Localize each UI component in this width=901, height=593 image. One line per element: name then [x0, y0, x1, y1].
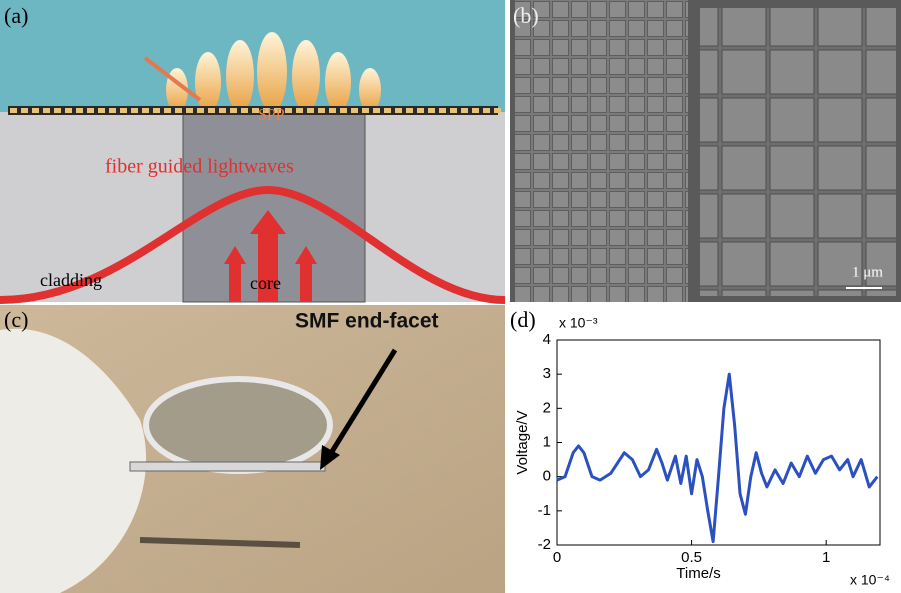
nano-square: [428, 108, 435, 113]
lightwaves-label: fiber guided lightwaves: [105, 156, 294, 178]
y-tick-label: 3: [543, 365, 551, 382]
nano-square: [406, 108, 413, 113]
y-axis-label: Voltage/V: [514, 410, 531, 474]
panel-label: (d): [510, 307, 536, 332]
nano-square: [373, 108, 380, 113]
nano-square: [142, 108, 149, 113]
nano-square: [417, 108, 424, 113]
panel-label: (a): [4, 3, 28, 28]
scale-label: 1 μm: [852, 264, 883, 280]
coin: [146, 379, 330, 471]
nano-square: [208, 108, 215, 113]
nano-square: [329, 108, 336, 113]
y-multiplier: x 10⁻³: [559, 315, 598, 331]
nano-square: [131, 108, 138, 113]
nano-square: [318, 108, 325, 113]
annotation: SMF end-facet: [295, 310, 439, 333]
nano-square: [10, 108, 17, 113]
nano-square: [219, 108, 226, 113]
fine-array: [515, 0, 688, 302]
nano-square: [395, 108, 402, 113]
nano-square: [98, 108, 105, 113]
fiber: [130, 462, 325, 471]
panel-label: (c): [4, 307, 28, 332]
cladding-label: cladding: [40, 270, 102, 290]
y-tick-label: 4: [543, 331, 551, 348]
nano-square: [54, 108, 61, 113]
nano-square: [307, 108, 314, 113]
y-tick-label: 1: [543, 433, 551, 450]
nano-square: [175, 108, 182, 113]
nano-square: [76, 108, 83, 113]
x-tick-label: 1: [822, 549, 830, 566]
y-tick-label: 0: [543, 468, 551, 485]
spp-label: SPP: [258, 107, 285, 124]
x-tick-label: 0: [553, 549, 561, 566]
nano-square: [461, 108, 468, 113]
y-tick-label: -2: [538, 536, 551, 553]
figure: (a) SPP fiber guided lightwaves cladding…: [0, 0, 901, 593]
coarse-array: [700, 8, 896, 296]
nano-square: [285, 108, 292, 113]
y-tick-label: 2: [543, 399, 551, 416]
plot-frame: [557, 340, 880, 545]
nano-square: [384, 108, 391, 113]
nano-square: [483, 108, 490, 113]
panel-label: (b): [513, 3, 539, 28]
nano-square: [164, 108, 171, 113]
x-tick-label: 0.5: [681, 549, 702, 566]
dielectric: [0, 0, 505, 112]
nano-square: [43, 108, 50, 113]
nano-square: [362, 108, 369, 113]
nano-square: [450, 108, 457, 113]
nano-square: [87, 108, 94, 113]
core-label: core: [250, 273, 281, 293]
panel-d: (d) -2 -1 0 1 2 3 4 0 0.5 1 Voltage/V Time/s x 10⁻³ x…: [510, 307, 890, 588]
nano-square: [494, 108, 501, 113]
nano-square: [32, 108, 39, 113]
nano-square: [153, 108, 160, 113]
panel-c: (c) SMF end-facet: [0, 305, 505, 593]
nano-square: [241, 108, 248, 113]
x-multiplier: x 10⁻⁴: [850, 572, 890, 588]
nano-square: [351, 108, 358, 113]
nano-square: [65, 108, 72, 113]
nano-square: [472, 108, 479, 113]
nano-square: [21, 108, 28, 113]
nano-square: [186, 108, 193, 113]
x-axis-label: Time/s: [676, 565, 720, 582]
nano-square: [120, 108, 127, 113]
nano-square: [197, 108, 204, 113]
nano-square: [439, 108, 446, 113]
nano-square: [340, 108, 347, 113]
panel-b: (b) 1 μm: [510, 0, 901, 302]
y-tick-label: -1: [538, 502, 551, 519]
nano-square: [230, 108, 237, 113]
panel-a: (a) SPP fiber guided lightwaves cladding…: [0, 0, 505, 302]
nano-square: [296, 108, 303, 113]
nano-square: [109, 108, 116, 113]
